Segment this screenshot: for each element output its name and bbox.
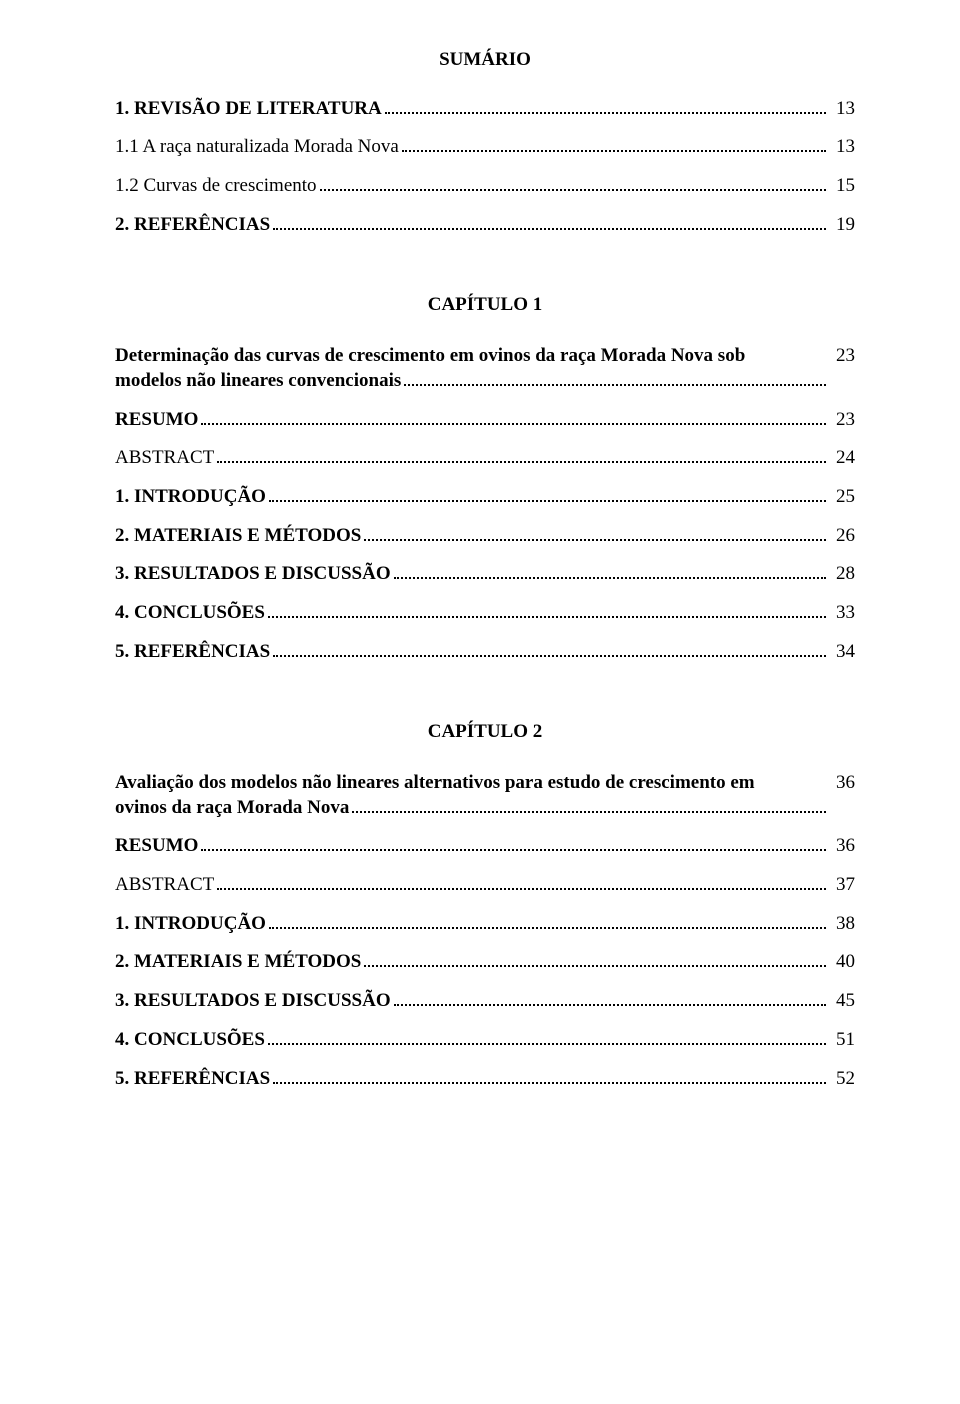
toc-entry-page: 28 (829, 562, 855, 587)
toc-entry-page: 34 (829, 640, 855, 665)
toc-entry-label: 4. CONCLUSÕES (115, 1028, 265, 1053)
leader-dots (273, 640, 826, 656)
toc-entry-label: RESUMO (115, 408, 198, 433)
toc-entry: RESUMO 23 (115, 408, 855, 433)
toc-entry: 4. CONCLUSÕES 33 (115, 601, 855, 626)
leader-dots (269, 486, 826, 502)
toc-entry-multiline: Avaliação dos modelos não lineares alter… (115, 771, 855, 820)
leader-dots (273, 214, 826, 230)
toc-entry: 1. REVISÃO DE LITERATURA 13 (115, 97, 855, 122)
toc-entry: 2. MATERIAIS E MÉTODOS 26 (115, 524, 855, 549)
chapter-heading: CAPÍTULO 2 (115, 720, 855, 745)
toc-entry: 5. REFERÊNCIAS 52 (115, 1067, 855, 1092)
toc-entry: 1. INTRODUÇÃO 38 (115, 912, 855, 937)
toc-entry-page: 26 (829, 524, 855, 549)
leader-dots (217, 447, 826, 463)
toc-section-root: 1. REVISÃO DE LITERATURA 13 1.1 A raça n… (115, 97, 855, 238)
toc-section-chapter2: RESUMO 36 ABSTRACT 37 1. INTRODUÇÃO 38 2… (115, 834, 855, 1091)
toc-entry-page: 23 (829, 344, 855, 369)
toc-entry: 4. CONCLUSÕES 51 (115, 1028, 855, 1053)
leader-dots (404, 370, 826, 386)
leader-dots (201, 835, 826, 851)
toc-entry-page: 36 (829, 834, 855, 859)
toc-entry-label: 1. REVISÃO DE LITERATURA (115, 97, 382, 122)
toc-entry-page: 13 (829, 135, 855, 160)
toc-entry-label: 3. RESULTADOS E DISCUSSÃO (115, 562, 391, 587)
page-title: SUMÁRIO (115, 48, 855, 73)
toc-entry: 2. REFERÊNCIAS 19 (115, 213, 855, 238)
toc-entry-page: 51 (829, 1028, 855, 1053)
toc-entry-label: 4. CONCLUSÕES (115, 601, 265, 626)
toc-entry-page: 52 (829, 1067, 855, 1092)
toc-entry-label: 1.1 A raça naturalizada Morada Nova (115, 135, 399, 160)
toc-entry: 5. REFERÊNCIAS 34 (115, 640, 855, 665)
toc-entry: 1.2 Curvas de crescimento 15 (115, 174, 855, 199)
toc-entry-label: 2. MATERIAIS E MÉTODOS (115, 524, 361, 549)
toc-entry: 1. INTRODUÇÃO 25 (115, 485, 855, 510)
leader-dots (217, 874, 826, 890)
toc-entry: ABSTRACT 37 (115, 873, 855, 898)
toc-entry-label-line2: modelos não lineares convencionais (115, 369, 401, 394)
leader-dots (402, 136, 826, 152)
leader-dots (385, 98, 826, 114)
toc-entry-page: 38 (829, 912, 855, 937)
toc-entry-page: 33 (829, 601, 855, 626)
toc-entry-page: 45 (829, 989, 855, 1014)
leader-dots (394, 563, 826, 579)
toc-entry-label-line1: Avaliação dos modelos não lineares alter… (115, 771, 829, 796)
toc-entry-label: ABSTRACT (115, 873, 214, 898)
toc-entry-label: 5. REFERÊNCIAS (115, 640, 270, 665)
toc-entry: ABSTRACT 24 (115, 446, 855, 471)
toc-entry-label: ABSTRACT (115, 446, 214, 471)
leader-dots (269, 913, 826, 929)
toc-entry-page: 15 (829, 174, 855, 199)
toc-entry: 3. RESULTADOS E DISCUSSÃO 28 (115, 562, 855, 587)
toc-entry-page: 19 (829, 213, 855, 238)
toc-section-chapter1: RESUMO 23 ABSTRACT 24 1. INTRODUÇÃO 25 2… (115, 408, 855, 665)
toc-entry-label: 2. MATERIAIS E MÉTODOS (115, 950, 361, 975)
toc-entry-page: 23 (829, 408, 855, 433)
toc-entry-label: RESUMO (115, 834, 198, 859)
toc-entry-label: 5. REFERÊNCIAS (115, 1067, 270, 1092)
leader-dots (394, 990, 826, 1006)
toc-entry-page: 40 (829, 950, 855, 975)
toc-entry-page: 13 (829, 97, 855, 122)
leader-dots (273, 1067, 826, 1083)
toc-entry-label-line2: ovinos da raça Morada Nova (115, 796, 349, 821)
leader-dots (268, 602, 826, 618)
toc-entry-page: 24 (829, 446, 855, 471)
chapter-heading: CAPÍTULO 1 (115, 293, 855, 318)
toc-entry: 2. MATERIAIS E MÉTODOS 40 (115, 950, 855, 975)
toc-entry: 3. RESULTADOS E DISCUSSÃO 45 (115, 989, 855, 1014)
toc-entry-label: 1. INTRODUÇÃO (115, 912, 266, 937)
leader-dots (201, 408, 826, 424)
leader-dots (320, 175, 826, 191)
toc-entry-page: 36 (829, 771, 855, 796)
leader-dots (268, 1029, 826, 1045)
toc-entry-label: 1. INTRODUÇÃO (115, 485, 266, 510)
toc-entry-page: 25 (829, 485, 855, 510)
leader-dots (364, 524, 826, 540)
toc-entry-label: 3. RESULTADOS E DISCUSSÃO (115, 989, 391, 1014)
toc-entry-page: 37 (829, 873, 855, 898)
toc-entry: 1.1 A raça naturalizada Morada Nova 13 (115, 135, 855, 160)
leader-dots (364, 951, 826, 967)
toc-entry: RESUMO 36 (115, 834, 855, 859)
toc-entry-multiline: Determinação das curvas de crescimento e… (115, 344, 855, 393)
toc-entry-label-line1: Determinação das curvas de crescimento e… (115, 344, 829, 369)
leader-dots (352, 797, 826, 813)
toc-entry-label: 1.2 Curvas de crescimento (115, 174, 317, 199)
toc-entry-label: 2. REFERÊNCIAS (115, 213, 270, 238)
